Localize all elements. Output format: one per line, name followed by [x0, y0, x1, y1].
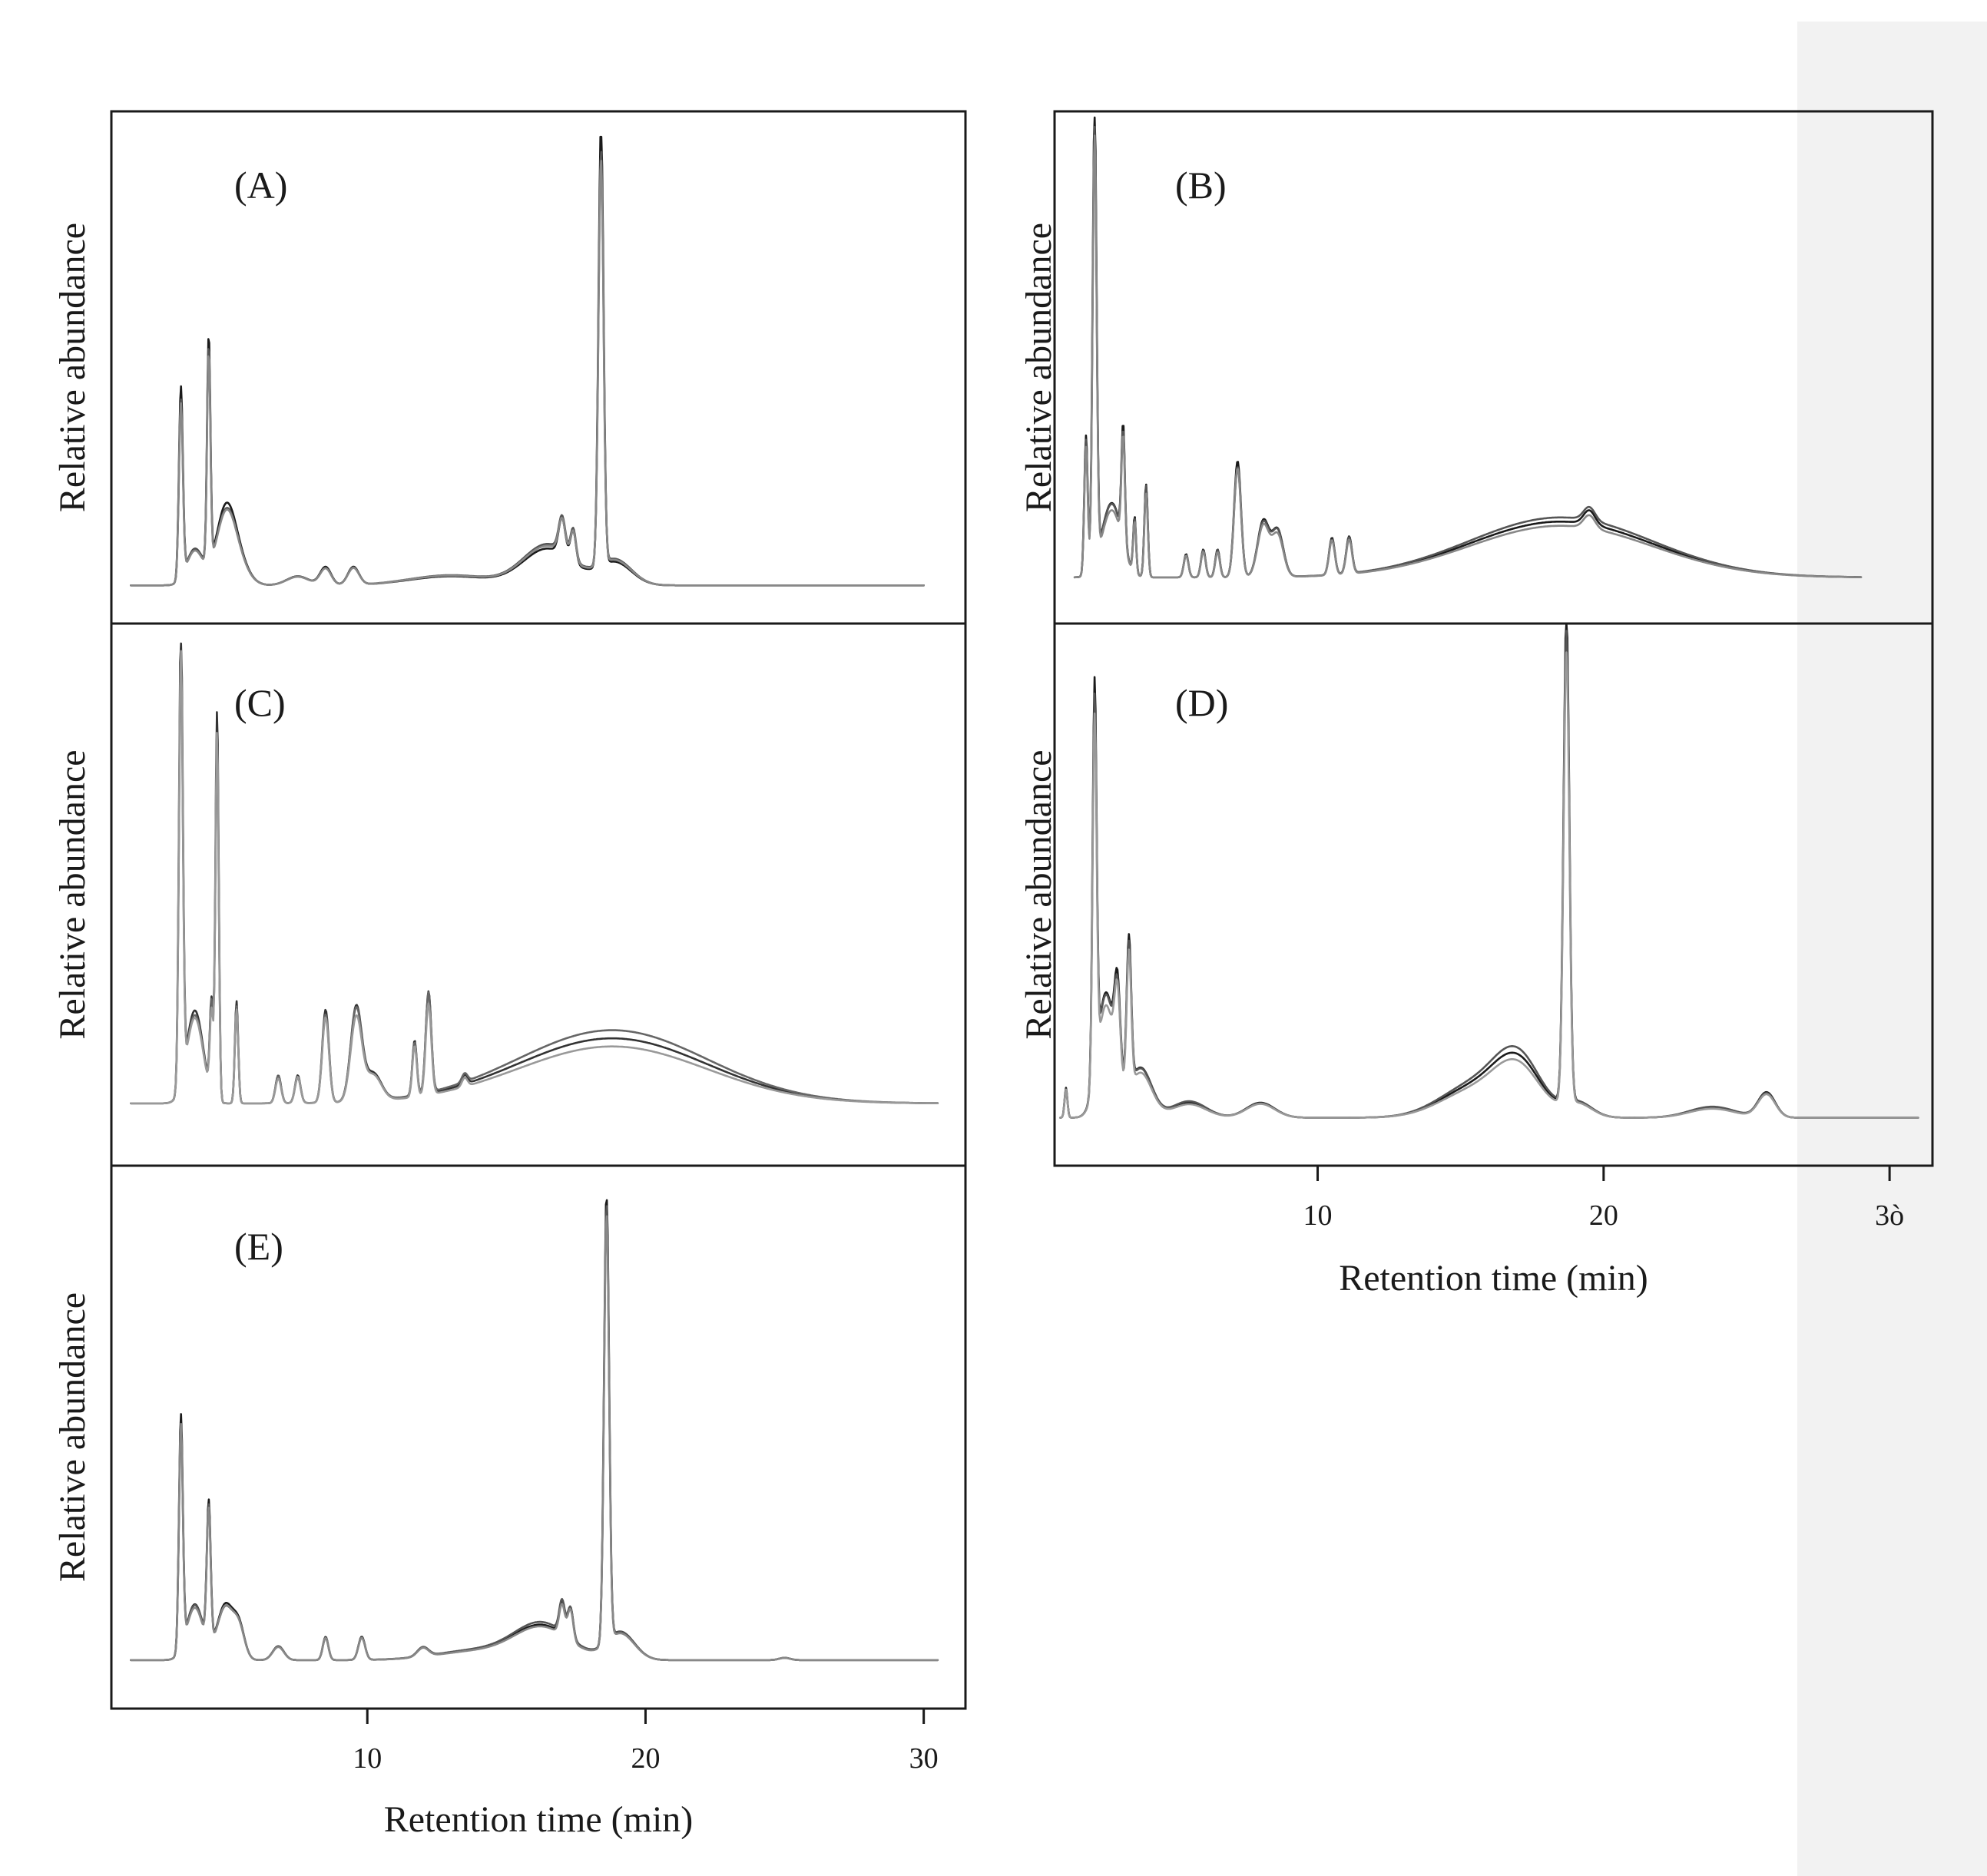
panel-frame: [110, 624, 967, 1167]
panel-b: (B) Relative abundance: [1018, 110, 1934, 625]
x-tick-label: 10: [1303, 1199, 1333, 1232]
right-margin-band: [1797, 22, 1987, 1876]
panel-frame: [110, 1166, 967, 1710]
x-tick-label: 30: [909, 1742, 939, 1775]
panel-a: (A) Relative abundance: [52, 110, 967, 625]
panel-frame: [1053, 110, 1934, 625]
panel-label: (B): [1175, 164, 1227, 207]
y-axis-title: Relative abundance: [1018, 223, 1059, 512]
x-axis-title: Retention time (min): [384, 1799, 694, 1840]
x-tick-label: 20: [631, 1742, 660, 1775]
panel-label: (A): [234, 164, 287, 207]
panel-frame: [1053, 624, 1934, 1167]
x-tick-label: 10: [353, 1742, 382, 1775]
series-line: [130, 1215, 939, 1662]
panel-label: (E): [234, 1225, 283, 1268]
panel-frame: [110, 110, 967, 625]
x-tick-label: 20: [1589, 1199, 1618, 1232]
y-axis-title: Relative abundance: [52, 223, 93, 512]
series-line: [130, 1199, 939, 1662]
series-line: [130, 660, 939, 1105]
x-axis-title: Retention time (min): [1339, 1258, 1648, 1299]
series-line: [130, 160, 925, 587]
y-axis-title: Relative abundance: [52, 749, 93, 1039]
y-axis-title: Relative abundance: [1018, 749, 1059, 1039]
series-line: [130, 650, 939, 1105]
series-line: [1073, 134, 1863, 579]
series-line: [130, 151, 925, 587]
x-tick-label: 3ò: [1875, 1199, 1904, 1232]
y-axis-title: Relative abundance: [52, 1292, 93, 1582]
series-line: [130, 1205, 939, 1662]
panel-label: (D): [1175, 681, 1228, 724]
panel-e: (E) Relative abundance 10 20 30 Retention tim…: [52, 1166, 967, 1840]
series-line: [1059, 651, 1919, 1119]
panel-c: (C) Relative abundance: [52, 624, 967, 1167]
panel-d: (D) Relative abundance 10 20 3ò Retention tim…: [1018, 622, 1934, 1299]
panel-label: (C): [234, 681, 286, 724]
